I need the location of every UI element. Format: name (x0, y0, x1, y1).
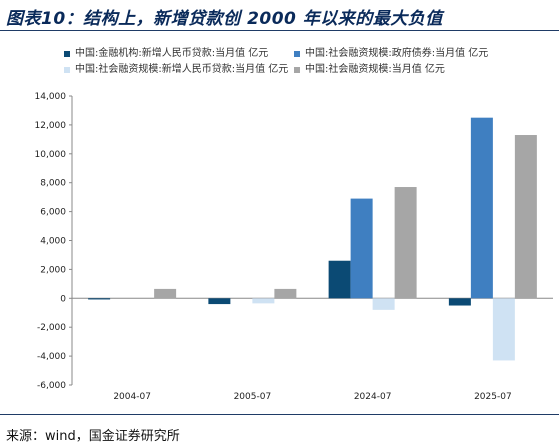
legend-swatch (294, 67, 300, 73)
bar (470, 117, 493, 299)
legend-label: 中国:社会融资规模:政府债券:当月值 亿元 (305, 48, 489, 59)
legend-item: 中国:金融机构:新增人民币贷款:当月值 亿元 (64, 46, 294, 62)
legend-item: 中国:社会融资规模:当月值 亿元 (294, 62, 445, 78)
y-tick-label: 2,000 (40, 265, 66, 275)
title-rule (0, 30, 559, 31)
legend-label: 中国:社会融资规模:新增人民币贷款:当月值 亿元 (75, 64, 289, 75)
source-rule (0, 414, 559, 415)
y-tick-label: -2,000 (37, 323, 66, 333)
bar (514, 135, 537, 299)
y-tick-label: 4,000 (40, 237, 66, 247)
bar (372, 298, 395, 310)
y-tick-label: 8,000 (40, 179, 66, 189)
legend-swatch (294, 51, 300, 57)
bar (492, 298, 515, 361)
bar (274, 288, 297, 299)
y-tick-label: -4,000 (37, 352, 66, 362)
legend-item: 中国:社会融资规模:政府债券:当月值 亿元 (294, 46, 488, 62)
bar (350, 198, 373, 299)
legend-label: 中国:社会融资规模:当月值 亿元 (305, 64, 445, 75)
bar (88, 298, 111, 300)
x-tick-label: 2025-07 (474, 392, 512, 402)
bar (154, 288, 177, 299)
y-tick-label: 0 (60, 294, 66, 304)
bar (252, 298, 275, 304)
legend: 中国:金融机构:新增人民币贷款:当月值 亿元 中国:社会融资规模:政府债券:当月… (64, 46, 554, 78)
x-tick-label: 2005-07 (234, 392, 272, 402)
x-tick-label: 2004-07 (113, 392, 151, 402)
y-tick-label: 12,000 (35, 121, 67, 131)
x-tick-label: 2024-07 (354, 392, 392, 402)
source-note: 来源：wind，国金证券研究所 (6, 429, 180, 444)
legend-swatch (64, 51, 70, 57)
bar (394, 187, 417, 299)
chart-title: 图表10：结构上，新增贷款创 2000 年以来的最大负值 (6, 9, 443, 29)
y-tick-label: 14,000 (35, 92, 67, 102)
bar (328, 260, 351, 299)
y-tick-label: 6,000 (40, 208, 66, 218)
legend-swatch (64, 67, 70, 73)
y-tick-label: -6,000 (37, 381, 66, 391)
legend-item: 中国:社会融资规模:新增人民币贷款:当月值 亿元 (64, 62, 294, 78)
legend-label: 中国:金融机构:新增人民币贷款:当月值 亿元 (75, 48, 269, 59)
bar (448, 298, 471, 306)
y-tick-label: 10,000 (35, 150, 67, 160)
bar (208, 298, 231, 305)
